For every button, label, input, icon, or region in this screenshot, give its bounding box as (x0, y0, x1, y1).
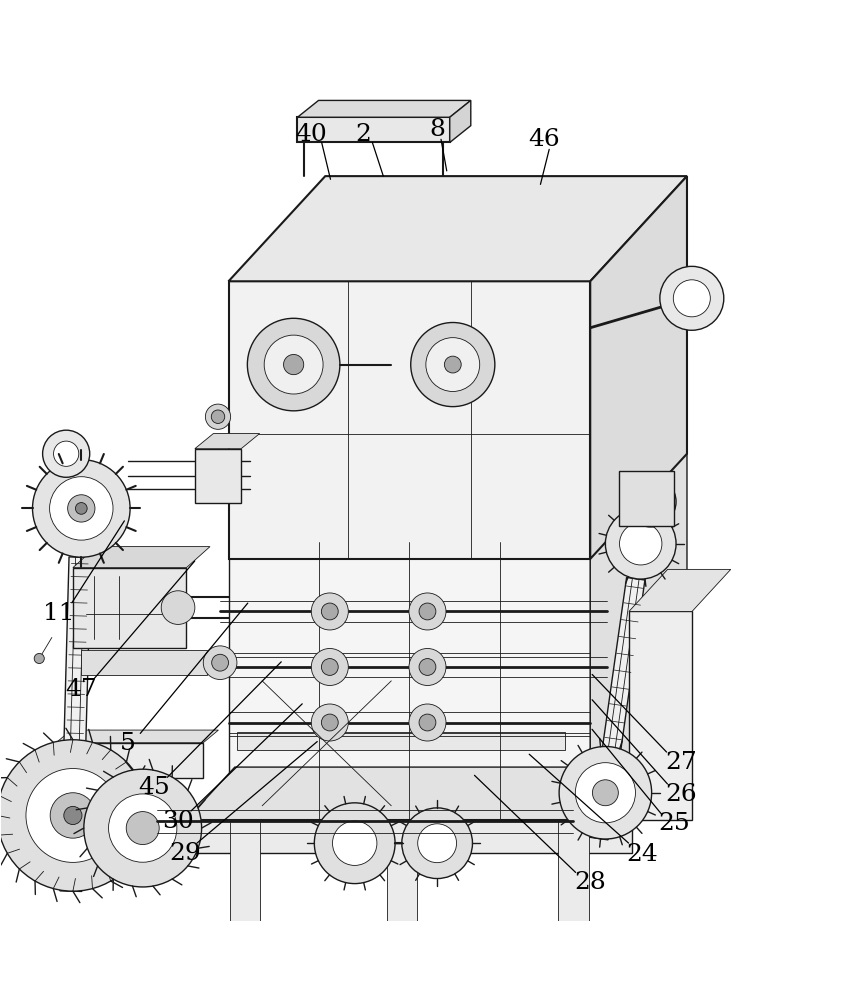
Circle shape (409, 593, 446, 630)
Circle shape (26, 769, 120, 862)
Circle shape (445, 356, 461, 373)
Polygon shape (590, 437, 687, 820)
Circle shape (33, 460, 130, 557)
Polygon shape (187, 767, 680, 820)
Circle shape (53, 441, 78, 466)
Circle shape (402, 808, 473, 879)
Text: 47: 47 (66, 678, 97, 701)
Circle shape (161, 591, 195, 624)
Polygon shape (229, 437, 687, 542)
Polygon shape (229, 176, 687, 281)
Circle shape (211, 410, 225, 423)
Circle shape (322, 659, 338, 675)
Circle shape (660, 266, 724, 330)
Circle shape (311, 593, 349, 630)
Circle shape (322, 603, 338, 620)
Text: 28: 28 (575, 871, 606, 894)
Circle shape (50, 477, 113, 540)
Circle shape (576, 763, 636, 823)
Circle shape (50, 793, 95, 838)
Circle shape (605, 508, 676, 579)
Circle shape (411, 323, 495, 407)
Circle shape (314, 803, 395, 884)
Polygon shape (60, 557, 91, 891)
Circle shape (409, 648, 446, 685)
Text: 45: 45 (138, 776, 170, 799)
Text: 2: 2 (355, 123, 371, 146)
Polygon shape (73, 547, 210, 568)
Circle shape (311, 704, 349, 741)
Circle shape (619, 523, 662, 565)
Polygon shape (56, 730, 219, 743)
Bar (187, 820, 632, 853)
Text: 11: 11 (43, 602, 74, 625)
Circle shape (333, 821, 377, 865)
Circle shape (64, 806, 82, 825)
Text: 26: 26 (665, 783, 697, 806)
Text: 24: 24 (626, 843, 658, 866)
Polygon shape (590, 176, 687, 559)
Circle shape (625, 476, 676, 527)
Bar (230, 820, 261, 971)
Circle shape (409, 704, 446, 741)
Text: 5: 5 (120, 732, 136, 755)
Circle shape (418, 824, 457, 863)
Circle shape (42, 430, 89, 477)
Text: 46: 46 (528, 128, 560, 151)
Circle shape (109, 794, 177, 862)
Circle shape (284, 354, 304, 375)
Circle shape (311, 648, 349, 685)
Circle shape (419, 714, 436, 731)
Circle shape (0, 740, 149, 891)
Bar (229, 281, 590, 559)
Text: 8: 8 (430, 118, 445, 141)
Text: 29: 29 (169, 842, 201, 865)
Polygon shape (629, 569, 731, 611)
Bar (73, 568, 187, 648)
Circle shape (203, 646, 237, 680)
Bar (81, 650, 208, 675)
Circle shape (637, 488, 664, 515)
Circle shape (674, 280, 711, 317)
Circle shape (247, 318, 340, 411)
Circle shape (68, 495, 95, 522)
Circle shape (127, 812, 160, 845)
Bar (195, 449, 241, 503)
Bar (56, 743, 203, 778)
Circle shape (419, 603, 436, 620)
Bar (558, 820, 588, 971)
Circle shape (559, 746, 652, 839)
Text: 25: 25 (658, 812, 690, 835)
Polygon shape (450, 100, 471, 142)
Circle shape (419, 659, 436, 675)
Circle shape (75, 503, 87, 514)
Circle shape (205, 404, 230, 429)
Circle shape (84, 769, 202, 887)
Bar (619, 471, 674, 526)
Bar (229, 542, 590, 820)
Polygon shape (297, 100, 471, 117)
Bar (297, 117, 450, 142)
Text: 30: 30 (162, 810, 194, 833)
Bar (387, 820, 417, 971)
Circle shape (35, 653, 44, 664)
Bar (237, 732, 565, 750)
Circle shape (212, 654, 229, 671)
Text: 40: 40 (295, 123, 327, 146)
Circle shape (426, 338, 479, 391)
Circle shape (592, 780, 619, 806)
Bar (629, 611, 692, 820)
Polygon shape (195, 434, 260, 449)
Polygon shape (590, 577, 645, 840)
Circle shape (322, 714, 338, 731)
Circle shape (264, 335, 323, 394)
Text: 27: 27 (665, 751, 697, 774)
